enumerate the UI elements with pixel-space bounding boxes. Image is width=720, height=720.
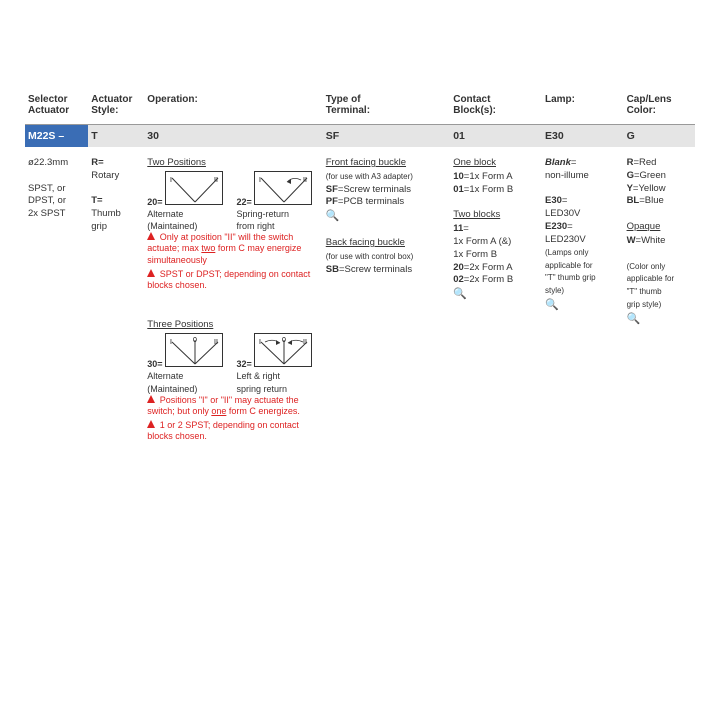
ex-model: M22S –	[25, 125, 88, 148]
ordering-table: SelectorActuator ActuatorStyle: Operatio…	[0, 0, 720, 467]
svg-text:I: I	[170, 339, 172, 346]
col-contact: One block 10=1x Form A 01=1x Form B Two …	[450, 147, 542, 447]
h-c1a: Selector	[28, 94, 67, 105]
header-row: SelectorActuator ActuatorStyle: Operatio…	[25, 90, 695, 125]
magnify-icon: 🔍	[326, 210, 340, 222]
magnify-icon: 🔍	[627, 313, 641, 325]
diagram-20-icon: III	[165, 171, 223, 205]
warning-1: Only at position "II" will the switch ac…	[147, 232, 319, 266]
svg-text:I: I	[259, 177, 261, 184]
warning-2: SPST or DPST; depending on contact block…	[147, 269, 319, 292]
svg-text:I: I	[170, 177, 172, 184]
diagram-22-icon: III	[254, 171, 312, 205]
body-row: ø22.3mm SPST, or DPST, or 2x SPST R= Rot…	[25, 147, 695, 447]
col-lamp: Blank= non-illume E30= LED30V E230= LED2…	[542, 147, 624, 447]
col-color: R=Red G=Green Y=Yellow BL=Blue Opaque W=…	[624, 147, 695, 447]
warning-3: Positions "I" or "II" may actuate the sw…	[147, 395, 319, 418]
col-terminal: Front facing buckle (for use with A3 ada…	[323, 147, 450, 447]
svg-text:I: I	[259, 339, 261, 346]
col-style: R= Rotary T= Thumb grip	[88, 147, 144, 447]
diagram-32-icon: I0II	[254, 333, 312, 367]
magnify-icon: 🔍	[453, 288, 467, 300]
diagram-30-icon: I0II	[165, 333, 223, 367]
warning-4: 1 or 2 SPST; depending on contact blocks…	[147, 420, 319, 443]
example-row: M22S – T 30 SF 01 E30 G	[25, 125, 695, 148]
magnify-icon: 🔍	[545, 299, 559, 311]
col-actuator: ø22.3mm SPST, or DPST, or 2x SPST	[25, 147, 88, 447]
col-operation: Two Positions 20= III Alternate (Maintai…	[144, 147, 322, 447]
